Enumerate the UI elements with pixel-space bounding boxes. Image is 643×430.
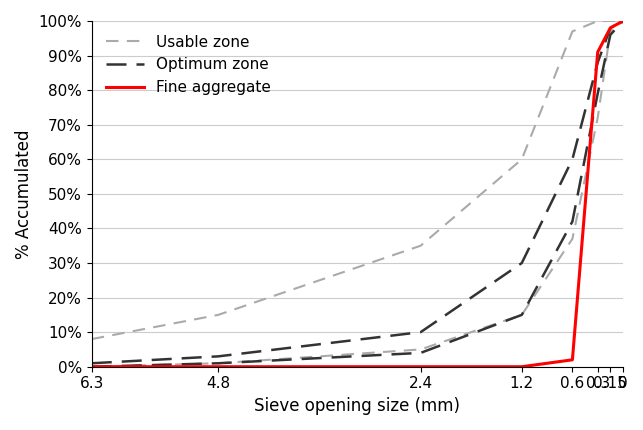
Usable zone (606, 18, 614, 24)
Usable zone (619, 18, 627, 24)
Fine aggregate (518, 364, 526, 369)
Optimum zone (619, 18, 627, 24)
Usable zone (568, 29, 576, 34)
Fine aggregate (594, 49, 602, 55)
Optimum zone (417, 329, 424, 335)
Optimum zone (568, 157, 576, 162)
Line: Fine aggregate: Fine aggregate (92, 21, 623, 367)
Fine aggregate (568, 357, 576, 362)
Optimum zone (594, 60, 602, 65)
Fine aggregate (606, 25, 614, 31)
Y-axis label: % Accumulated: % Accumulated (15, 129, 33, 258)
Fine aggregate (214, 364, 222, 369)
Legend: Usable zone, Optimum zone, Fine aggregate: Usable zone, Optimum zone, Fine aggregat… (100, 29, 277, 101)
X-axis label: Sieve opening size (mm): Sieve opening size (mm) (255, 397, 460, 415)
Optimum zone (214, 354, 222, 359)
Usable zone (417, 243, 424, 248)
Fine aggregate (88, 364, 96, 369)
Optimum zone (606, 25, 614, 31)
Optimum zone (88, 361, 96, 366)
Optimum zone (518, 261, 526, 266)
Line: Optimum zone: Optimum zone (92, 21, 623, 363)
Usable zone (518, 157, 526, 162)
Usable zone (214, 312, 222, 317)
Line: Usable zone: Usable zone (92, 21, 623, 339)
Usable zone (594, 18, 602, 24)
Fine aggregate (619, 18, 627, 24)
Usable zone (88, 337, 96, 342)
Fine aggregate (417, 364, 424, 369)
